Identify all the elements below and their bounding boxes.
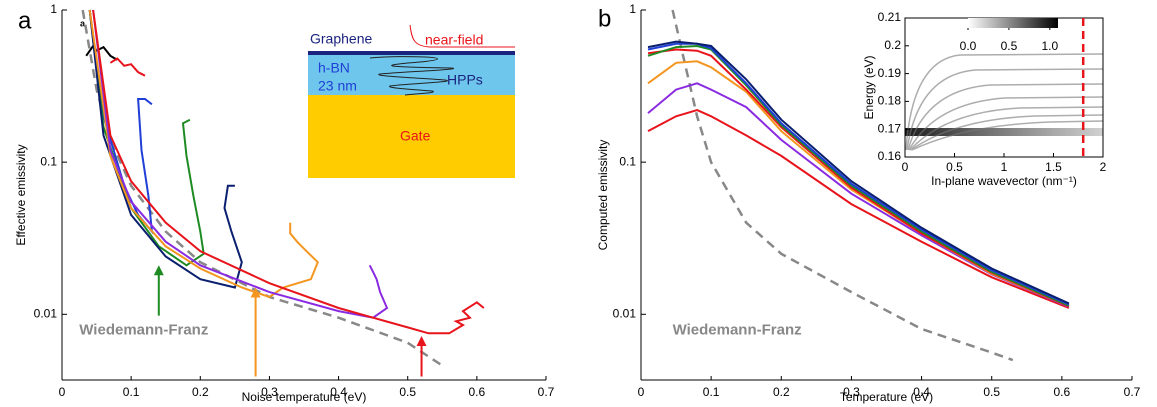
series-line: [85, 44, 118, 61]
arrow-head: [416, 336, 427, 347]
hbn-layer: [308, 55, 515, 95]
inset-y-tick-label: 0.2: [884, 38, 901, 52]
heatmap-branches: [905, 53, 1104, 151]
inset-y-title: Energy (eV): [862, 55, 876, 119]
device-schematic: Graphene near-field h-BN 23 nm HPPs Gate: [308, 24, 515, 178]
gate-label: Gate: [400, 128, 431, 144]
series-line: [88, 9, 205, 267]
y-axis-title: Effective emissivity: [14, 144, 28, 245]
hpps-label: HPPs: [447, 72, 483, 88]
near-field-curve: [409, 24, 515, 48]
x-tick-label: 0.7: [1124, 385, 1141, 399]
colorbar: [968, 18, 1058, 28]
inset-x-tick-label: 1: [1001, 160, 1008, 174]
panel-label: b: [598, 5, 611, 32]
y-tick-label: 1: [629, 2, 636, 16]
gate-layer: [308, 95, 515, 178]
x-axis-title: Noise temperature (eV): [242, 390, 367, 404]
x-tick-label: 0: [59, 385, 66, 399]
series-line: [647, 82, 1070, 308]
thickness-label: 23 nm: [318, 78, 357, 94]
y-tick-label: 0.1: [619, 154, 636, 168]
x-tick-label: 0.3: [843, 385, 860, 399]
annotation: Wiedemann-Franz: [673, 322, 802, 339]
colorbar-tick-label: 1.0: [1041, 39, 1058, 53]
inset-y-tick-label: 0.21: [878, 10, 902, 24]
x-tick-label: 0.3: [261, 385, 278, 399]
series-line: [88, 9, 319, 299]
corner-note: a: [80, 18, 86, 28]
arrow-head: [153, 265, 164, 276]
polariton-wave: [369, 56, 454, 96]
hbn-label: h-BN: [318, 60, 350, 76]
y-tick-label: 0.01: [34, 306, 58, 320]
x-axis-title: Temperature (eV): [840, 390, 933, 404]
series-line: [647, 44, 1070, 307]
annotation: Wiedemann-Franz: [79, 322, 208, 339]
x-tick-label: 0.6: [469, 385, 486, 399]
panel-label: a: [18, 7, 32, 34]
graphene-layer: [308, 51, 515, 55]
heatmap-band: [905, 128, 1103, 136]
y-tick-label: 1: [50, 2, 57, 16]
inset-x-tick-label: 2: [1100, 160, 1107, 174]
series-line: [647, 109, 1070, 309]
series-line: [647, 40, 1070, 305]
x-tick-label: 0.2: [773, 385, 790, 399]
x-tick-label: 0.7: [538, 385, 555, 399]
graphene-label: Graphene: [310, 31, 372, 47]
x-tick-label: 0.1: [703, 385, 720, 399]
series-line: [647, 42, 1070, 306]
x-tick-label: 0.2: [192, 385, 209, 399]
x-tick-label: 0.5: [399, 385, 416, 399]
series-line: [88, 9, 243, 289]
x-tick-label: 0.4: [913, 385, 930, 399]
y-tick-label: 0.01: [613, 306, 637, 320]
inset-x-tick-label: 1.5: [1045, 160, 1062, 174]
near-field-label: near-field: [425, 32, 483, 48]
inset-y-tick-label: 0.17: [878, 121, 902, 135]
series-line: [647, 48, 1070, 308]
x-tick-label: 0.6: [1054, 385, 1071, 399]
series-line: [92, 9, 389, 319]
inset-y-tick-label: 0.19: [878, 66, 902, 80]
arrow-head: [250, 287, 261, 298]
y-tick-label: 0.1: [40, 154, 57, 168]
series-line: [92, 9, 485, 335]
inset-y-tick-label: 0.16: [878, 149, 902, 163]
series-line: [88, 9, 154, 235]
x-tick-label: 0.5: [983, 385, 1000, 399]
y-axis-title: Computed emissivity: [596, 140, 610, 251]
inset-x-tick-label: 0: [902, 160, 909, 174]
inset-y-tick-label: 0.18: [878, 94, 902, 108]
colorbar-tick-label: 0.0: [960, 39, 977, 53]
inset-x-tick-label: 0.5: [946, 160, 963, 174]
x-tick-label: 0: [638, 385, 645, 399]
heatmap-image: [905, 18, 1104, 157]
x-tick-label: 0.1: [123, 385, 140, 399]
x-tick-label: 0.4: [330, 385, 347, 399]
inset-x-title: In-plane wavevector (nm⁻¹): [931, 174, 1077, 188]
colorbar-tick-label: 0.5: [1001, 39, 1018, 53]
series-line: [109, 57, 146, 77]
